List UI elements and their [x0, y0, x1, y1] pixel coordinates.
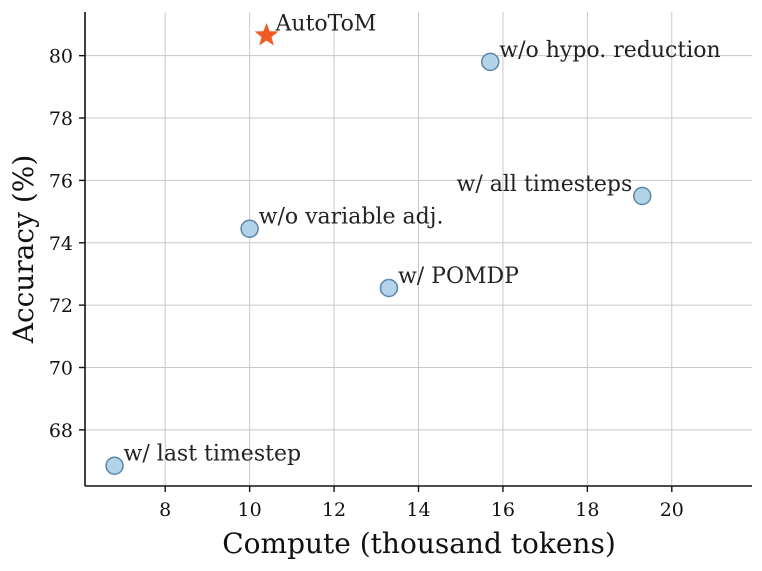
scatter-point: [240, 219, 259, 238]
x-tick-label: 18: [575, 499, 599, 521]
y-tick-label: 72: [49, 295, 73, 317]
y-tick-label: 78: [49, 108, 73, 130]
y-tick-label: 76: [49, 170, 73, 192]
x-tick-label: 8: [159, 499, 171, 521]
y-tick-label: 74: [49, 233, 73, 255]
x-tick-label: 20: [660, 499, 684, 521]
point-label: w/ last timestep: [124, 442, 302, 467]
star-marker: [254, 22, 279, 46]
y-axis-title: Accuracy (%): [7, 155, 40, 345]
y-tick-label: 80: [49, 46, 73, 68]
point-label: AutoToM: [275, 11, 377, 36]
scatter-point: [105, 456, 124, 475]
x-tick-label: 14: [406, 499, 430, 521]
point-label: w/ POMDP: [398, 264, 519, 289]
scatter-point: [481, 52, 500, 72]
y-tick-label: 68: [49, 420, 73, 442]
point-label: w/o hypo. reduction: [499, 38, 720, 63]
point-label: w/o variable adj.: [259, 205, 444, 230]
scatter-point: [632, 186, 652, 206]
x-axis-title: Compute (thousand tokens): [222, 527, 616, 560]
point-label: w/ all timesteps: [457, 172, 633, 197]
x-tick-label: 10: [238, 499, 262, 521]
y-tick-label: 70: [49, 358, 73, 380]
x-tick-label: 12: [322, 499, 346, 521]
data-points: [105, 22, 652, 475]
scatter-point: [379, 278, 399, 298]
grid: [85, 12, 752, 486]
ticks: 8 10 12 14 16 18 20 68 70 72 74 76 78 80: [49, 46, 684, 521]
point-labels: AutoToM w/o hypo. reduction w/ all timeste…: [124, 11, 721, 466]
x-tick-label: 16: [491, 499, 515, 521]
